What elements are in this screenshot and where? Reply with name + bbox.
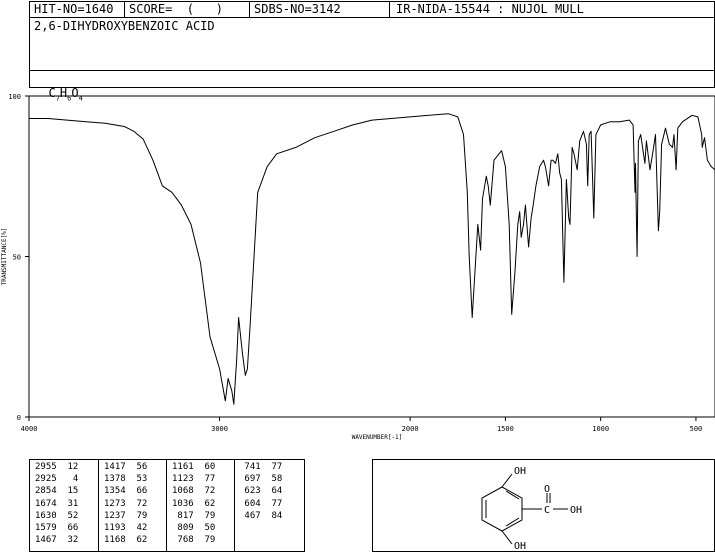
peak-entry: 1168 62: [104, 535, 148, 546]
peak-entry: 817 79: [172, 510, 216, 521]
peak-entry: 2955 12: [35, 462, 79, 472]
carbonyl-oxygen: O: [544, 484, 550, 495]
peak-entry: 1161 60: [172, 462, 216, 472]
x-axis-label: WAVENUMBER[-1]: [352, 434, 403, 441]
y-tick-label: 0: [17, 414, 21, 422]
peak-entry: 1273 72: [104, 498, 148, 509]
peak-entry: 1068 72: [172, 486, 216, 497]
x-tick-label: 3000: [211, 425, 228, 433]
peak-entry: 1630 52: [35, 510, 79, 521]
y-axis-label: TRANSMITTANCE[%]: [1, 228, 8, 286]
peak-entry: 1378 53: [104, 474, 148, 485]
ir-identifier: IR-NIDA-15544 : NUJOL MULL: [396, 2, 584, 16]
peak-entry: 1674 31: [35, 498, 79, 509]
peak-entry: 1417 56: [104, 462, 148, 472]
top-hydroxyl: OH: [514, 466, 526, 477]
molecule-structure: OH OH C O OH: [481, 466, 582, 552]
y-tick-label: 100: [8, 93, 21, 101]
peak-entry: 1237 79: [104, 510, 148, 521]
peak-entry: 1579 66: [35, 523, 79, 533]
carbonyl-carbon: C: [544, 505, 550, 516]
hit-number: HIT-NO=1640: [34, 2, 114, 16]
peak-entry: 697 58: [239, 474, 283, 485]
peak-table-divider-3: [234, 459, 235, 552]
molecular-formula: C7H6O4: [48, 86, 83, 103]
peak-entry: 2854 15: [35, 486, 79, 497]
x-tick-label: 1500: [497, 425, 514, 433]
ir-spectrum-chart: 4000 3000 2000 1500 1000 500 0 50 100 WAVENUMBER[…: [1, 93, 715, 441]
x-tick-label: 500: [690, 425, 703, 433]
x-tick-label: 2000: [402, 425, 419, 433]
peak-entry: 1036 62: [172, 498, 216, 509]
x-tick-label: 1000: [592, 425, 609, 433]
peak-entry: 1123 77: [172, 474, 216, 485]
acid-hydroxyl: OH: [570, 505, 582, 516]
peak-entry: 1354 66: [104, 486, 148, 497]
peak-entry: 1467 32: [35, 535, 79, 546]
peak-entry: 768 79: [172, 535, 216, 546]
score: SCORE= ( ): [129, 2, 223, 16]
x-tick-label: 4000: [21, 425, 38, 433]
peak-table-divider-2: [166, 459, 167, 552]
peak-entry: 604 77: [239, 498, 283, 509]
peak-entry: 623 64: [239, 486, 283, 497]
sdbs-number: SDBS-NO=3142: [254, 2, 341, 16]
compound-name: 2,6-DIHYDROXYBENZOIC ACID: [34, 19, 215, 33]
peak-entry: 2925 4: [35, 474, 79, 485]
peak-entry: 1193 42: [104, 523, 148, 533]
peak-entry: 809 50: [172, 523, 216, 533]
spectrum-line: [29, 113, 715, 405]
plot-frame: [28, 95, 715, 418]
peak-table-divider-1: [98, 459, 99, 552]
benzene-ring: [481, 486, 523, 532]
header-divider-1: [124, 1, 125, 18]
peak-table: [29, 459, 305, 552]
bottom-hydroxyl: OH: [514, 541, 526, 552]
y-tick-label: 50: [13, 254, 21, 262]
peak-entry: 741 77: [239, 462, 283, 472]
header-divider-3: [389, 1, 390, 18]
peak-entry: 467 84: [239, 510, 283, 521]
header-divider-2: [249, 1, 250, 18]
